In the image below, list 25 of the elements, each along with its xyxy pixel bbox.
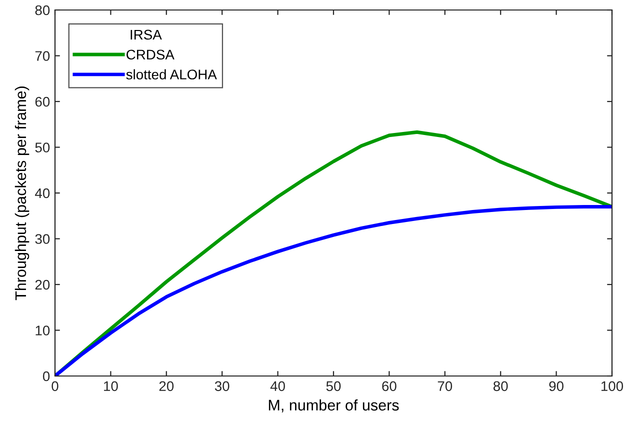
legend-label: slotted ALOHA [126, 69, 217, 80]
y-tick-label: 10 [36, 326, 50, 336]
y-tick-label: 30 [35, 234, 50, 244]
x-tick-label: 90 [549, 381, 564, 392]
x-tick-label: 20 [159, 381, 174, 392]
x-tick-label: 30 [214, 381, 230, 392]
y-tick-label: 70 [35, 51, 50, 61]
legend-label: CRDSA [126, 50, 174, 60]
x-axis-title: M, number of users [268, 399, 399, 412]
y-tick-label: 80 [35, 5, 50, 16]
x-tick-label: 0 [52, 381, 58, 392]
x-tick-label: 40 [270, 381, 285, 392]
x-tick-label: 10 [104, 381, 118, 392]
legend-title: IRSA [130, 30, 162, 40]
x-tick-label: 80 [493, 381, 508, 392]
x-tick-label: 60 [382, 381, 396, 392]
x-tick-label: 70 [438, 381, 452, 392]
y-tick-label: 40 [35, 188, 50, 198]
y-tick-label: 20 [35, 280, 50, 290]
x-tick-label: 100 [601, 381, 624, 392]
y-tick-label: 50 [35, 142, 50, 152]
y-tick-label: 0 [42, 371, 50, 382]
x-tick-label: 50 [326, 381, 341, 392]
y-tick-label: 60 [35, 96, 50, 107]
y-axis-title: Throughput (packets per frame) [14, 86, 30, 300]
